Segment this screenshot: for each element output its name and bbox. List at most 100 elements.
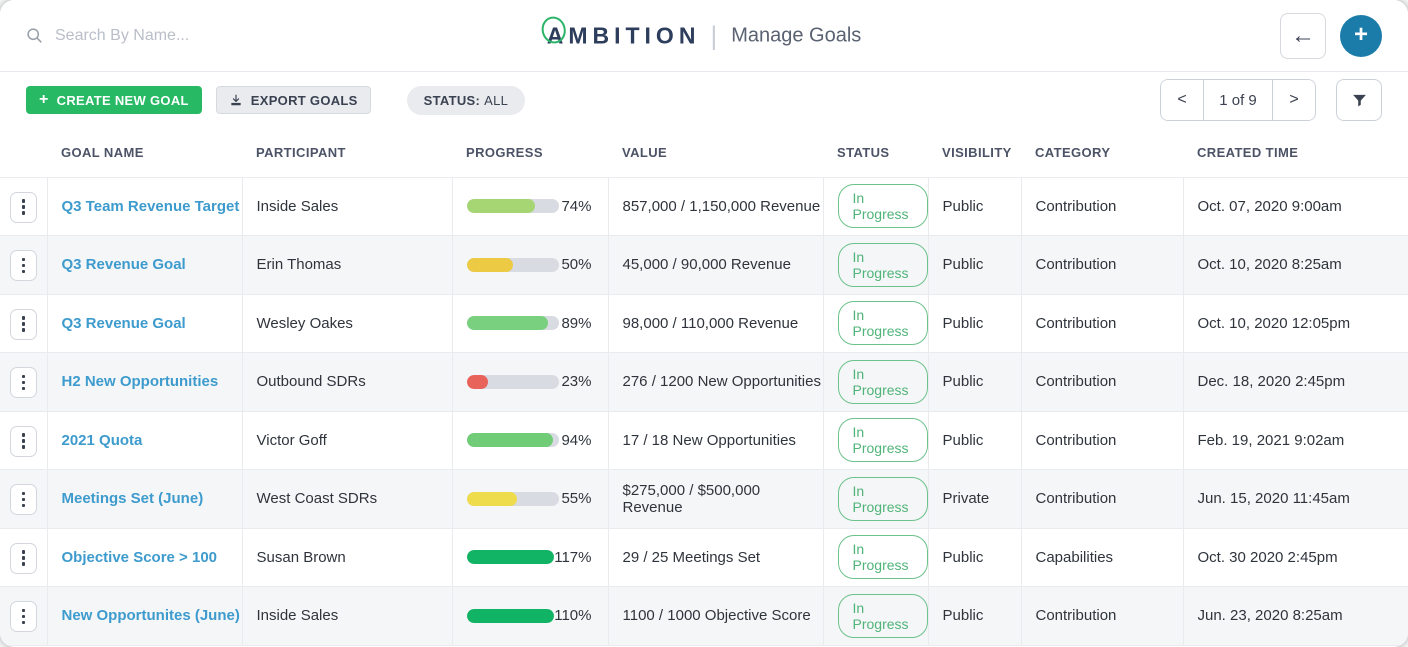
participant-cell: Erin Thomas [242,236,452,295]
status-badge: In Progress [838,477,928,521]
goal-name-link[interactable]: Q3 Team Revenue Target [62,198,240,215]
prev-page-button[interactable]: < [1161,80,1203,120]
export-goals-label: EXPORT GOALS [251,93,358,108]
add-goal-button[interactable]: + [1340,15,1382,57]
next-page-button[interactable]: > [1273,80,1315,120]
row-menu-button[interactable] [10,484,37,515]
column-header-value[interactable]: VALUE [608,128,823,177]
column-header-status[interactable]: STATUS [823,128,928,177]
status-cell: In Progress [823,411,928,470]
category-cell: Contribution [1021,236,1183,295]
created-time-cell: Oct. 10, 2020 12:05pm [1183,294,1408,353]
plus-icon: + [39,91,49,109]
goal-name-link[interactable]: Objective Score > 100 [62,549,218,566]
goal-name-link[interactable]: New Opportunites (June) [62,607,240,624]
progress-cell: 23% [452,353,608,412]
filter-button[interactable] [1336,79,1382,121]
brand-separator: | [710,20,717,51]
progress-cell: 117% [452,528,608,587]
search-icon [26,27,43,44]
status-filter-chip[interactable]: STATUS: ALL [407,86,526,115]
category-cell: Contribution [1021,353,1183,412]
goals-table: GOAL NAME PARTICIPANT PROGRESS VALUE STA… [0,128,1408,646]
row-menu-button[interactable] [10,367,37,398]
kebab-icon [22,609,26,613]
row-menu-button[interactable] [10,250,37,281]
row-menu-button[interactable] [10,309,37,340]
goal-name-link[interactable]: 2021 Quota [62,432,143,449]
status-badge: In Progress [838,594,928,638]
status-cell: In Progress [823,353,928,412]
status-badge: In Progress [838,418,928,462]
table-row: Q3 Revenue Goal Wesley Oakes 89% 98,000 … [0,294,1408,353]
goal-name-link[interactable]: Meetings Set (June) [62,490,204,507]
progress-fill [467,258,513,272]
row-actions-cell [0,470,47,529]
category-cell: Capabilities [1021,528,1183,587]
row-actions-cell [0,236,47,295]
status-badge: In Progress [838,243,928,287]
goal-name-cell: Q3 Revenue Goal [47,236,242,295]
created-time-cell: Oct. 30 2020 2:45pm [1183,528,1408,587]
header-actions: ← + [1280,13,1382,59]
search-input[interactable] [55,27,335,45]
table-row: Objective Score > 100 Susan Brown 117% 2… [0,528,1408,587]
created-time-cell: Oct. 07, 2020 9:00am [1183,177,1408,236]
column-header-visibility[interactable]: VISIBILITY [928,128,1021,177]
table-row: Meetings Set (June) West Coast SDRs 55% … [0,470,1408,529]
goal-name-cell: 2021 Quota [47,411,242,470]
status-filter-value: ALL [484,93,508,108]
participant-cell: Wesley Oakes [242,294,452,353]
progress-bar [467,433,559,447]
table-row: New Opportunites (June) Inside Sales 110… [0,587,1408,646]
row-menu-button[interactable] [10,601,37,632]
participant-cell: Inside Sales [242,177,452,236]
progress-bar [467,316,559,330]
participant-cell: Susan Brown [242,528,452,587]
row-actions-cell [0,177,47,236]
goal-name-link[interactable]: H2 New Opportunities [62,373,219,390]
export-goals-button[interactable]: EXPORT GOALS [216,86,371,114]
row-actions-cell [0,353,47,412]
goal-name-cell: New Opportunites (June) [47,587,242,646]
progress-cell: 55% [452,470,608,529]
toolbar-right: < 1 of 9 > [1160,79,1382,121]
value-cell: 98,000 / 110,000 Revenue [608,294,823,353]
status-cell: In Progress [823,177,928,236]
row-menu-button[interactable] [10,543,37,574]
progress-percent: 23% [561,373,591,390]
column-header-created-time[interactable]: CREATED TIME [1183,128,1408,177]
row-menu-button[interactable] [10,192,37,223]
app-window: AMBITION | Manage Goals ← + + CREATE NEW… [0,0,1408,647]
goal-name-link[interactable]: Q3 Revenue Goal [62,256,186,273]
column-header-participant[interactable]: PARTICIPANT [242,128,452,177]
category-cell: Contribution [1021,177,1183,236]
create-new-goal-button[interactable]: + CREATE NEW GOAL [26,86,202,114]
value-cell: 45,000 / 90,000 Revenue [608,236,823,295]
progress-cell: 89% [452,294,608,353]
category-cell: Contribution [1021,587,1183,646]
kebab-icon [22,316,26,320]
row-menu-button[interactable] [10,426,37,457]
kebab-icon [22,433,26,437]
status-cell: In Progress [823,528,928,587]
visibility-cell: Public [928,528,1021,587]
progress-percent: 110% [554,607,591,624]
filter-funnel-icon [1351,92,1368,109]
status-badge: In Progress [838,360,928,404]
value-cell: $275,000 / $500,000 Revenue [608,470,823,529]
table-row: H2 New Opportunities Outbound SDRs 23% 2… [0,353,1408,412]
page-indicator: 1 of 9 [1203,80,1273,120]
created-time-cell: Jun. 23, 2020 8:25am [1183,587,1408,646]
participant-cell: Victor Goff [242,411,452,470]
back-button[interactable]: ← [1280,13,1326,59]
column-header-progress[interactable]: PROGRESS [452,128,608,177]
table-row: Q3 Team Revenue Target Inside Sales 74% … [0,177,1408,236]
progress-fill [467,492,518,506]
column-header-goal-name[interactable]: GOAL NAME [47,128,242,177]
progress-cell: 74% [452,177,608,236]
status-badge: In Progress [838,301,928,345]
goal-name-link[interactable]: Q3 Revenue Goal [62,315,186,332]
column-header-category[interactable]: CATEGORY [1021,128,1183,177]
back-arrow-icon: ← [1291,24,1315,48]
